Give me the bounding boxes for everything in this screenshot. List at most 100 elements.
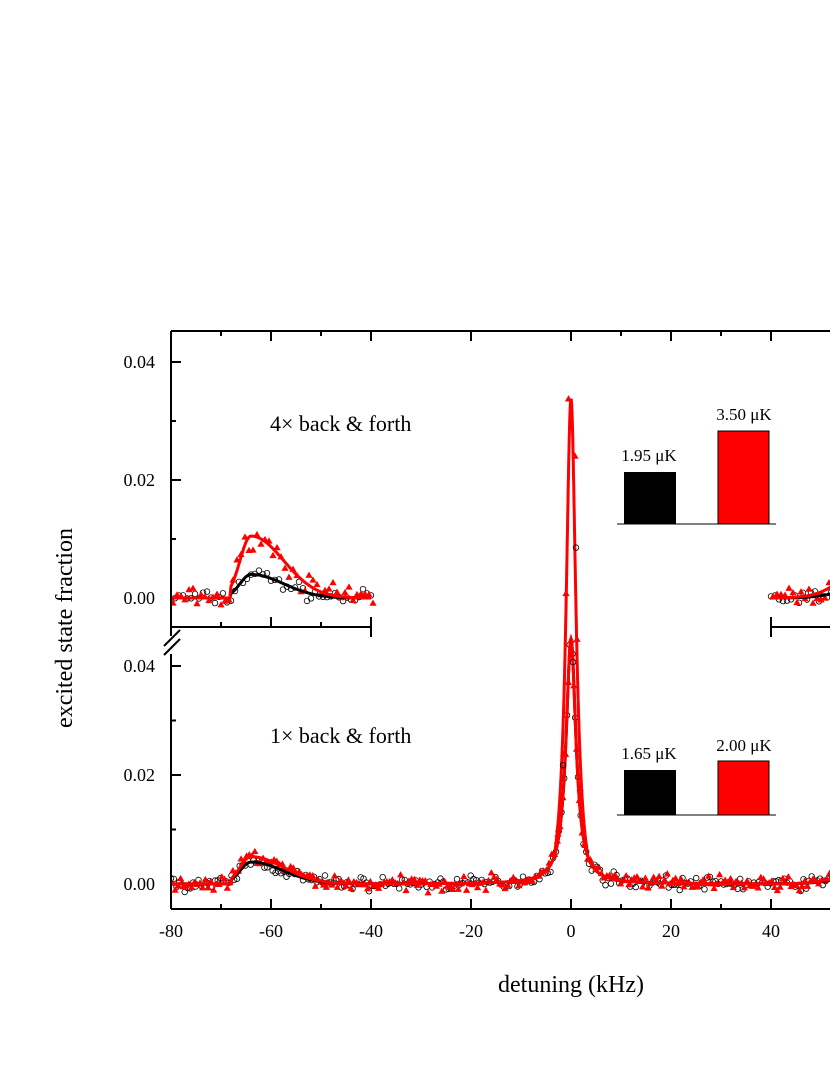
bottom-panel-annotation: 1× back & forth — [270, 723, 411, 748]
data-point-triangle — [672, 874, 680, 881]
data-point-triangle — [172, 886, 179, 893]
data-point-triangle — [188, 883, 196, 891]
data-point-circle — [676, 886, 683, 894]
data-point-triangle — [509, 873, 517, 881]
data-point-circle — [602, 882, 609, 889]
carrier-point-triangle — [576, 784, 584, 791]
data-point-triangle — [173, 591, 181, 598]
top-bar-hot-label: 3.50 μK — [716, 405, 772, 424]
data-point-triangle — [204, 884, 212, 891]
data-point-circle — [632, 883, 639, 891]
data-point-triangle — [251, 847, 259, 855]
data-point-triangle — [217, 601, 225, 608]
data-point-circle — [219, 590, 227, 597]
data-point-triangle — [213, 590, 221, 597]
data-point-triangle — [595, 863, 603, 871]
bottom-fit-curves — [172, 633, 830, 886]
data-point-triangle — [460, 872, 468, 880]
data-point-circle — [172, 875, 177, 883]
data-point-triangle — [504, 881, 512, 888]
y-axis-title: excited state fraction — [52, 528, 78, 728]
data-point-triangle — [611, 871, 619, 878]
data-point-triangle — [369, 599, 377, 606]
y-tick-label: 0.00 — [124, 588, 156, 608]
x-tick-label: -60 — [259, 921, 283, 941]
data-point-triangle — [325, 585, 333, 592]
data-point-triangle — [273, 543, 281, 551]
data-point-triangle — [639, 883, 647, 890]
axis-break-mark-1 — [163, 629, 181, 647]
data-point-circle — [396, 885, 403, 892]
data-point-triangle — [331, 872, 339, 879]
data-point-triangle — [333, 883, 341, 890]
data-point-triangle — [474, 883, 482, 891]
y-tick-label: 0.04 — [124, 656, 156, 676]
data-point-triangle — [740, 884, 748, 891]
data-point-triangle — [487, 869, 495, 876]
data-point-triangle — [809, 599, 817, 606]
top-fit-curves — [172, 534, 830, 600]
data-point-triangle — [174, 882, 182, 889]
data-point-circle — [172, 875, 175, 882]
x-axis-title: detuning (kHz) — [498, 972, 644, 998]
carrier-fit-right — [569, 398, 602, 876]
data-point-triangle — [754, 884, 762, 891]
data-point-triangle — [309, 576, 317, 583]
data-point-triangle — [625, 880, 633, 888]
data-point-circle — [693, 874, 700, 882]
carrier-point-triangle — [581, 841, 589, 848]
data-point-triangle — [826, 869, 830, 876]
bottom-bar-hot — [717, 760, 770, 816]
data-point-triangle — [309, 871, 317, 879]
carrier-point-triangle — [562, 589, 570, 597]
carrier-fit-left — [540, 398, 573, 876]
top-bar-cold-label: 1.95 μK — [621, 446, 677, 465]
data-point-triangle — [347, 884, 355, 892]
bottom-bar-cold-label: 1.65 μK — [621, 744, 677, 763]
data-point-circle — [607, 880, 615, 887]
data-point-triangle — [641, 874, 649, 881]
data-point-triangle — [529, 877, 537, 884]
data-point-triangle — [177, 874, 185, 882]
data-point-triangle — [771, 883, 779, 891]
data-point-triangle — [743, 877, 751, 884]
data-point-triangle — [797, 588, 805, 595]
data-point-circle — [701, 886, 708, 893]
data-point-triangle — [716, 870, 724, 878]
data-point-triangle — [821, 594, 829, 601]
data-point-triangle — [205, 596, 213, 604]
x-tick-label: -20 — [459, 921, 483, 941]
data-point-triangle — [658, 882, 666, 889]
data-point-triangle — [333, 588, 341, 595]
data-point-triangle — [328, 881, 336, 888]
top-bar-hot — [717, 430, 770, 525]
data-point-triangle — [795, 886, 803, 894]
data-point-triangle — [402, 886, 410, 894]
data-point-triangle — [341, 588, 349, 596]
data-point-triangle — [784, 873, 792, 880]
data-point-triangle — [424, 889, 432, 896]
data-point-circle — [303, 597, 311, 605]
data-point-triangle — [410, 875, 418, 883]
data-point-triangle — [201, 875, 209, 883]
carrier-point-triangle — [554, 830, 562, 837]
data-point-triangle — [454, 885, 462, 892]
data-point-triangle — [805, 585, 813, 592]
x-tick-label: 40 — [762, 921, 780, 941]
data-point-triangle — [776, 883, 784, 890]
data-point-circle — [181, 888, 188, 896]
tick-marks — [170, 331, 772, 909]
data-point-triangle — [421, 877, 429, 884]
x-tick-labels: -80 -60 -40 -20 0 20 40 — [159, 921, 780, 941]
data-point-triangle — [493, 875, 501, 882]
data-point-triangle — [617, 880, 625, 887]
data-point-circle — [211, 599, 219, 607]
data-point-circle — [255, 567, 263, 574]
data-point-triangle — [311, 882, 319, 889]
data-point-triangle — [342, 882, 350, 889]
data-point-triangle — [449, 885, 457, 893]
data-point-circle — [453, 875, 461, 883]
top-fit-red — [172, 534, 371, 600]
data-point-triangle — [197, 590, 205, 598]
data-point-triangle — [825, 579, 830, 586]
